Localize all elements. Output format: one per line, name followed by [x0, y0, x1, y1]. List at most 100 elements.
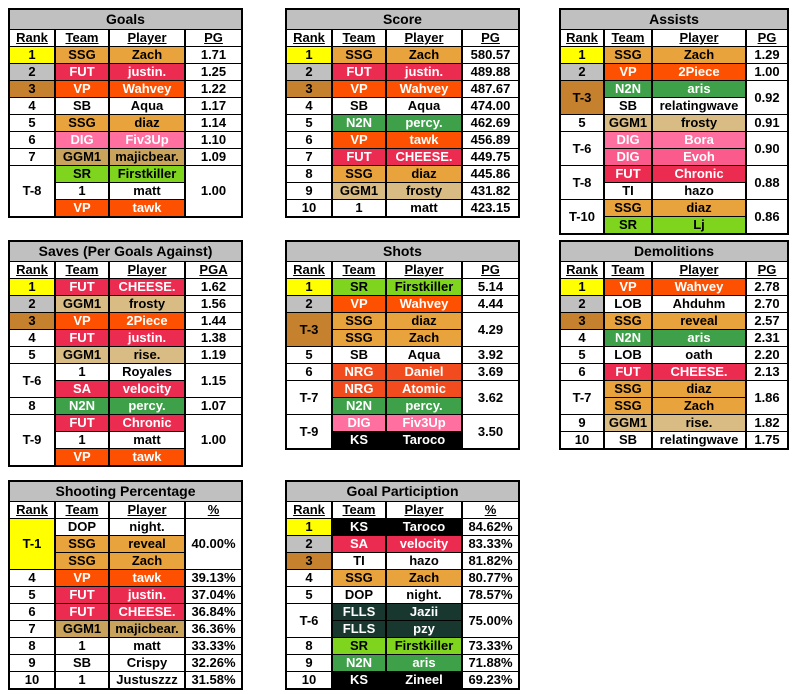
value-cell: 1.82 — [745, 414, 789, 432]
team-cell: FUT — [54, 329, 110, 347]
value-cell: 5.14 — [461, 278, 520, 296]
player-cell: Zach — [385, 46, 463, 64]
team-cell: FUT — [603, 165, 653, 183]
rank-cell: 9 — [285, 654, 333, 672]
value-cell: 75.00% — [461, 603, 520, 638]
team-cell: SB — [54, 654, 110, 672]
team-cell: FLLS — [331, 603, 387, 621]
team-cell: SSG — [331, 329, 387, 347]
rank-cell: 5 — [8, 346, 56, 364]
team-cell: SB — [331, 97, 387, 115]
team-cell: VP — [54, 569, 110, 587]
team-cell: DIG — [603, 148, 653, 166]
table-row: 2 LOB Ahduhm 2.70 — [559, 295, 789, 313]
rank-cell: 1 — [285, 46, 333, 64]
rank-cell: T-10 — [559, 199, 605, 235]
table-title: Goal Particiption — [285, 480, 520, 502]
table-row: DIG Evoh — [560, 148, 788, 166]
column-header: Rank — [8, 29, 56, 47]
stats-table-shooting_percentage: Shooting Percentage Rank Team Player% T-1 DOP… — [8, 480, 243, 690]
value-cell: 1.09 — [184, 148, 243, 166]
value-cell: 83.33% — [461, 535, 520, 553]
table-row: T-7 NRG Atomic 3.62 — [285, 380, 520, 415]
table-row: 10 SB relatingwave 1.75 — [559, 431, 789, 450]
goal-particiption-table-container: Goal Particiption Rank Team Player% 1 KS Taroc… — [285, 480, 520, 690]
player-cell: diaz — [108, 114, 186, 132]
player-cell: Firstkiller — [108, 165, 186, 183]
player-cell: Royales — [108, 363, 186, 381]
table-row: 6 FUT CHEESE. 2.13 — [559, 363, 789, 381]
table-title: Shots — [285, 240, 520, 262]
column-header: Player — [108, 501, 186, 519]
rank-cell: 8 — [285, 165, 333, 183]
player-cell: Atomic — [385, 380, 463, 398]
player-cell: velocity — [108, 380, 186, 398]
rank-cell: 9 — [559, 414, 605, 432]
team-cell: N2N — [603, 80, 653, 98]
column-header-row: Rank Team Player PG — [285, 29, 520, 47]
value-cell: 81.82% — [461, 552, 520, 570]
team-cell: DIG — [603, 131, 653, 149]
player-cell: Jazii — [385, 603, 463, 621]
player-cell: Wahvey — [385, 80, 463, 98]
rank-cell: 3 — [8, 80, 56, 98]
team-cell: LOB — [603, 346, 653, 364]
player-cell: velocity — [385, 535, 463, 553]
team-cell: VP — [331, 131, 387, 149]
value-cell: 80.77% — [461, 569, 520, 587]
column-header-row: Rank Team Player PG — [8, 29, 243, 47]
player-cell: diaz — [651, 199, 747, 217]
column-header: Team — [603, 29, 653, 47]
rank-cell: 1 — [8, 46, 56, 64]
table-row: 1 matt — [9, 431, 242, 449]
team-cell: SSG — [603, 312, 653, 330]
rank-cell: 3 — [285, 552, 333, 570]
value-cell: 78.57% — [461, 586, 520, 604]
player-cell: Daniel — [385, 363, 463, 381]
player-cell: Evoh — [651, 148, 747, 166]
table-row: SSG Zach — [560, 397, 788, 415]
player-cell: diaz — [385, 312, 463, 330]
table-row: 6 FUT CHEESE. 36.84% — [8, 603, 243, 621]
table-row: TI hazo — [560, 182, 788, 200]
rank-cell: 4 — [8, 329, 56, 347]
table-row: T-6 1 Royales 1.15 — [8, 363, 243, 398]
team-cell: SR — [54, 165, 110, 183]
team-cell: FUT — [603, 363, 653, 381]
column-header: Rank — [285, 29, 333, 47]
column-header: PG — [461, 261, 520, 279]
column-header-row: Rank Team Player% — [8, 501, 243, 519]
team-cell: SB — [331, 346, 387, 364]
value-cell: 1.56 — [184, 295, 243, 313]
value-cell: 1.29 — [745, 46, 789, 64]
team-cell: FUT — [54, 63, 110, 81]
value-cell: 1.71 — [184, 46, 243, 64]
table-row: 7 GGM1 majicbear. 1.09 — [8, 148, 243, 166]
value-cell: 445.86 — [461, 165, 520, 183]
shots-table-container: Shots Rank Team Player PG 1 SR Firstkiller 5.14 2… — [285, 240, 520, 450]
table-row: 2 FUT justin. 1.25 — [8, 63, 243, 81]
column-header: Player — [651, 261, 747, 279]
table-row: 3 VP 2Piece 1.44 — [8, 312, 243, 330]
table-title-row: Shooting Percentage — [8, 480, 243, 502]
rank-cell: 4 — [559, 329, 605, 347]
table-title-row: Saves (Per Goals Against) — [8, 240, 243, 262]
rank-cell: 5 — [559, 114, 605, 132]
rank-cell: 3 — [559, 312, 605, 330]
column-header: Rank — [559, 29, 605, 47]
stats-table-assists: Assists Rank Team Player PG 1 SSG Zach 1.29 2 VP 2P… — [559, 8, 789, 235]
team-cell: VP — [603, 278, 653, 296]
table-row: 5 SB Aqua 3.92 — [285, 346, 520, 364]
rank-cell: T-6 — [285, 603, 333, 638]
player-cell: hazo — [651, 182, 747, 200]
table-row: 5 GGM1 rise. 1.19 — [8, 346, 243, 364]
value-cell: 84.62% — [461, 518, 520, 536]
player-cell: rise. — [651, 414, 747, 432]
team-cell: SSG — [331, 165, 387, 183]
table-row: N2N percy. — [286, 397, 519, 415]
player-cell: Taroco — [385, 518, 463, 536]
team-cell: VP — [54, 312, 110, 330]
column-header: Rank — [285, 501, 333, 519]
team-cell: 1 — [54, 182, 110, 200]
column-header: Rank — [285, 261, 333, 279]
